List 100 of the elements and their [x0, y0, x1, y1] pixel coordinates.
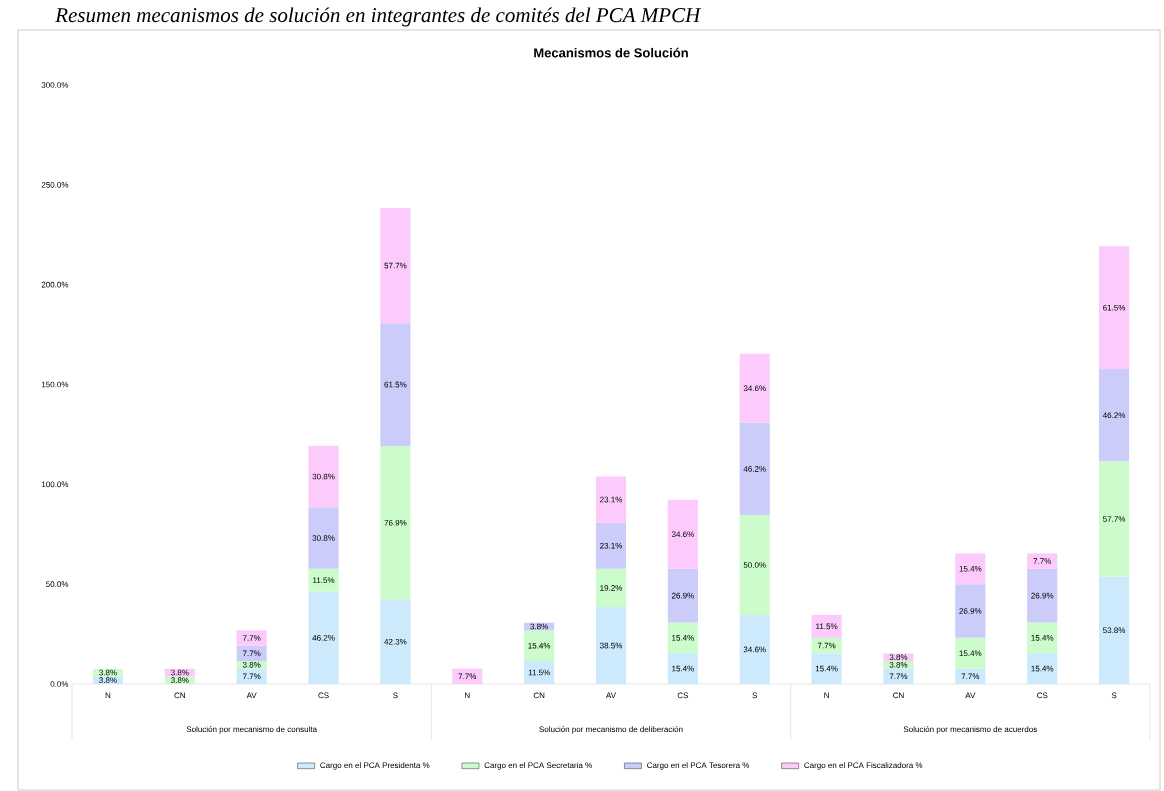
bar [1027, 553, 1058, 569]
bar [308, 568, 339, 592]
data-label: 7.7% [242, 650, 261, 657]
data-label: 19.2% [600, 585, 623, 591]
bar [595, 568, 627, 608]
x-tick-label: CN [533, 692, 545, 699]
data-label: 15.4% [672, 665, 694, 672]
data-label: 34.6% [743, 646, 766, 653]
bar [595, 522, 627, 569]
data-label: 7.7% [242, 635, 261, 641]
y-tick-label: 100.0% [41, 481, 69, 488]
bar [955, 584, 986, 638]
data-label: 30.8% [312, 473, 335, 480]
text: Solución por mecanismo de acuerdos [903, 726, 1037, 734]
bar [308, 591, 339, 684]
bar [1098, 246, 1130, 370]
data-label: 57.7% [1103, 516, 1126, 522]
bar [739, 515, 770, 615]
y-tick-label: 200.0% [41, 281, 69, 288]
bar [739, 422, 770, 516]
bar [1098, 461, 1130, 577]
data-label: 3.8% [889, 654, 908, 661]
data-label: 53.8% [1103, 627, 1126, 634]
bar [380, 323, 411, 446]
bar [452, 668, 483, 684]
x-tick-label: CN [893, 692, 904, 699]
x-tick-label: N [465, 692, 470, 699]
bar [236, 630, 267, 646]
data-label: 3.8% [99, 677, 117, 684]
legend-label: Cargo en el PCA Tesorera % [647, 762, 750, 770]
data-label: 15.4% [959, 650, 982, 657]
bar [236, 645, 267, 662]
bar [380, 207, 411, 324]
text: Resumen mecanismos de solución en integrantes de comités del PCA MPCH [55, 7, 702, 27]
bar [739, 353, 770, 423]
data-label: 15.4% [672, 635, 694, 641]
data-label: 76.9% [384, 519, 407, 526]
x-tick-label: S [1111, 692, 1117, 699]
data-label: 38.5% [599, 642, 623, 649]
x-tick-label: CN [174, 692, 185, 699]
data-label: 11.5% [528, 669, 550, 676]
bar [811, 637, 842, 654]
bar [1098, 369, 1130, 462]
x-tick-label: CS [1037, 692, 1048, 699]
bar [308, 507, 339, 569]
data-label: 3.8% [889, 661, 908, 668]
chart-title: Mecanismos de Solución [534, 47, 688, 58]
data-label: 15.4% [1031, 635, 1054, 641]
bar [811, 614, 842, 638]
data-label: 15.4% [815, 665, 838, 672]
y-tick-label: 300.0% [41, 82, 69, 88]
bar [380, 445, 411, 600]
data-label: 42.3% [384, 638, 407, 645]
data-label: 3.8% [99, 669, 117, 676]
data-label: 3.8% [242, 661, 261, 668]
x-tick-label: S [393, 692, 398, 699]
x-tick-label: CS [318, 692, 329, 699]
data-label: 3.8% [170, 677, 189, 684]
data-label: 46.2% [312, 635, 335, 641]
data-label: 11.5% [313, 577, 335, 584]
bar [739, 614, 770, 684]
bar [667, 653, 698, 684]
bar [955, 668, 986, 684]
legend-label: Cargo en el PCA Presidenta % [320, 762, 430, 770]
data-label: 26.9% [1031, 592, 1054, 599]
bar [667, 568, 698, 623]
bar [236, 668, 267, 684]
bar [595, 607, 627, 684]
data-label: 23.1% [600, 542, 623, 549]
data-label: 3.8% [170, 669, 189, 676]
data-label: 11.5% [816, 623, 838, 630]
bar [164, 676, 195, 684]
data-label: 61.5% [1103, 304, 1126, 311]
bar [236, 661, 267, 669]
text: Solución por mecanismo de deliberación [539, 726, 683, 734]
x-tick-label: N [824, 692, 829, 699]
legend-label: Cargo en el PCA Secretaria % [484, 762, 592, 770]
data-label: 15.4% [959, 565, 982, 572]
data-label: 15.4% [1031, 665, 1054, 672]
bar [667, 499, 698, 569]
x-tick-label: S [752, 692, 758, 699]
data-label: 7.7% [961, 673, 980, 680]
y-tick-label: 50.0% [46, 581, 69, 587]
data-label: 46.2% [743, 466, 766, 472]
bar [883, 668, 914, 684]
bar [811, 653, 842, 684]
data-label: 3.8% [530, 623, 548, 630]
data-label: 26.9% [671, 592, 694, 599]
bar [524, 630, 555, 662]
data-label: 30.8% [312, 535, 335, 541]
data-label: 7.7% [242, 673, 261, 680]
x-tick-label: AV [246, 692, 257, 699]
data-label: 61.5% [384, 381, 407, 388]
bar [308, 445, 339, 508]
data-label: 15.4% [528, 642, 551, 649]
data-label: 7.7% [458, 673, 477, 680]
data-label: 46.2% [1102, 412, 1126, 419]
bar [1098, 576, 1130, 684]
data-label: 50.0% [743, 562, 766, 568]
data-label: 26.9% [959, 608, 982, 614]
